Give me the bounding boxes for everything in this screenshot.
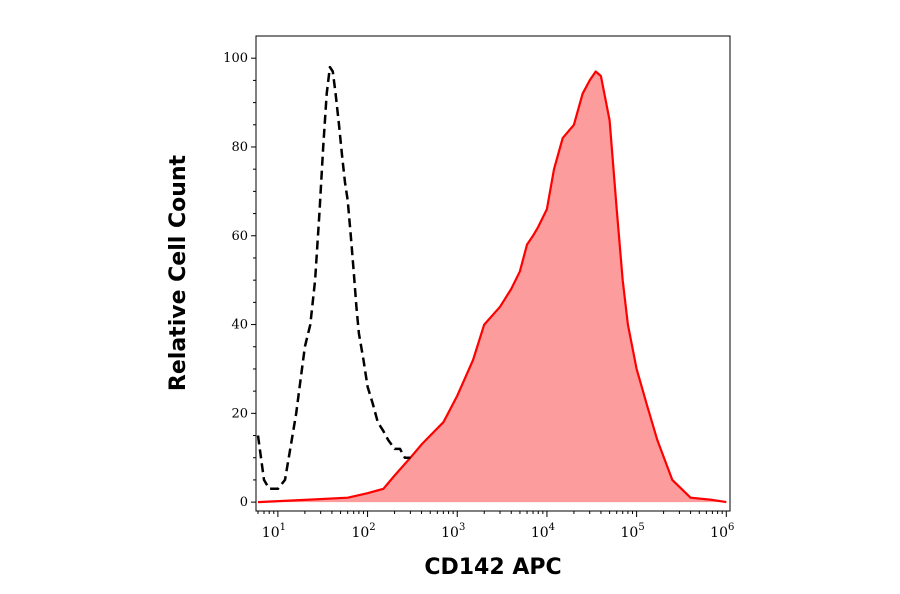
y-tick-label: 100 [223, 51, 248, 66]
x-tick-label: 103 [441, 522, 465, 541]
x-axis: 101 102 103 104 105 106 [257, 511, 734, 541]
x-tick-label: 102 [351, 522, 375, 541]
chart-marks [256, 65, 727, 504]
y-axis: 0 20 40 60 80 100 [223, 51, 256, 510]
y-tick-label: 20 [231, 406, 248, 421]
series-red-line [257, 70, 727, 504]
series-black-dashed-line [256, 65, 411, 491]
series-fill-area [258, 71, 727, 503]
y-axis-title: Relative Cell Count [166, 154, 191, 391]
x-tick-label: 106 [710, 522, 734, 541]
y-tick-label: 40 [231, 318, 248, 333]
x-tick-label: 105 [621, 522, 645, 541]
y-tick-label: 60 [231, 229, 248, 244]
x-axis-title: CD142 APC [424, 555, 561, 580]
y-tick-label: 0 [240, 495, 248, 510]
plot-frame [255, 35, 731, 512]
x-tick-label: 101 [262, 522, 286, 541]
y-tick-label: 80 [231, 140, 248, 155]
x-tick-label: 104 [531, 522, 555, 541]
